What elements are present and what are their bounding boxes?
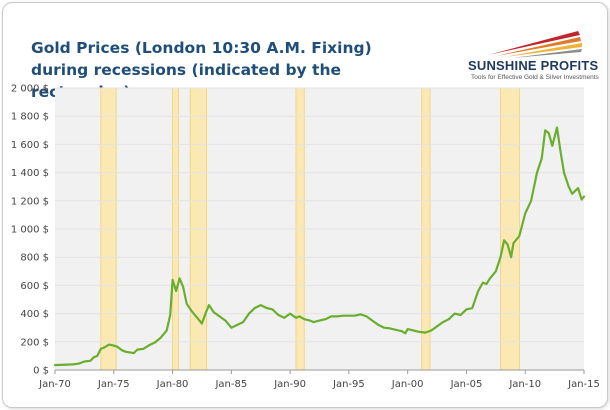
x-tick-label: Jan-95 (332, 379, 365, 390)
sun-rays-icon (488, 31, 582, 58)
gold-price-line (53, 126, 586, 367)
x-tick-label: Jan-05 (450, 379, 483, 390)
x-tick-label: Jan-80 (156, 379, 189, 390)
x-tick-label: Jan-85 (214, 379, 247, 390)
y-tick-label: 200 $ (20, 337, 49, 348)
y-tick-label: 1 600 $ (11, 140, 49, 151)
y-tick-label: 1 400 $ (11, 168, 49, 179)
y-tick-label: 1 000 $ (11, 225, 49, 236)
y-tick-label: 1 800 $ (11, 112, 49, 123)
y-tick-label: 0 $ (33, 366, 49, 377)
y-tick-label: 600 $ (20, 281, 49, 292)
x-tick-label: Jan-70 (38, 379, 71, 390)
x-tick-label: Jan-15 (567, 379, 600, 390)
x-tick-label: Jan-90 (273, 379, 306, 390)
x-tick-label: Jan-75 (97, 379, 130, 390)
x-tick-label: Jan-00 (391, 379, 424, 390)
y-tick-label: 800 $ (20, 253, 49, 264)
sunshine-profits-logo: SUNSHINE PROFITS Tools for Effective Gol… (468, 25, 599, 85)
x-tick-label: Jan-10 (508, 379, 541, 390)
y-tick-label: 2 000 $ (11, 84, 49, 95)
logo-tagline: Tools for Effective Gold & Silver Invest… (471, 74, 599, 81)
y-tick-label: 400 $ (20, 309, 49, 320)
logo-name: SUNSHINE PROFITS (468, 58, 599, 73)
y-tick-label: 1 200 $ (11, 196, 49, 207)
